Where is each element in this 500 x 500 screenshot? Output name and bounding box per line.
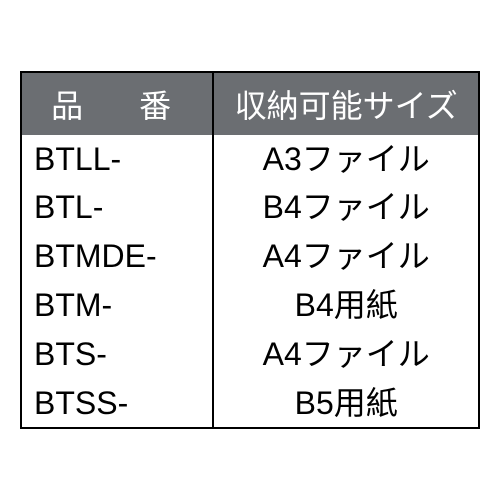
header-storage-size: 収納可能サイズ <box>213 72 479 135</box>
cell-size: A3ファイル <box>213 135 479 184</box>
table-row: BTS- A4ファイル <box>21 330 479 379</box>
cell-size: A4ファイル <box>213 330 479 379</box>
table-row: BTLL- A3ファイル <box>21 135 479 184</box>
cell-code: BTM- <box>21 281 213 330</box>
cell-code: BTLL- <box>21 135 213 184</box>
size-table: 品 番 収納可能サイズ BTLL- A3ファイル BTL- B4ファイル BTM… <box>20 71 480 430</box>
cell-code: BTS- <box>21 330 213 379</box>
cell-size: B4用紙 <box>213 281 479 330</box>
table-row: BTMDE- A4ファイル <box>21 232 479 281</box>
table-row: BTL- B4ファイル <box>21 183 479 232</box>
cell-code: BTSS- <box>21 379 213 429</box>
cell-code: BTMDE- <box>21 232 213 281</box>
table-row: BTM- B4用紙 <box>21 281 479 330</box>
cell-size: B4ファイル <box>213 183 479 232</box>
table-row: BTSS- B5用紙 <box>21 379 479 429</box>
header-product-code: 品 番 <box>21 72 213 135</box>
cell-size: A4ファイル <box>213 232 479 281</box>
size-table-container: 品 番 収納可能サイズ BTLL- A3ファイル BTL- B4ファイル BTM… <box>20 71 480 430</box>
table-header-row: 品 番 収納可能サイズ <box>21 72 479 135</box>
cell-size: B5用紙 <box>213 379 479 429</box>
cell-code: BTL- <box>21 183 213 232</box>
